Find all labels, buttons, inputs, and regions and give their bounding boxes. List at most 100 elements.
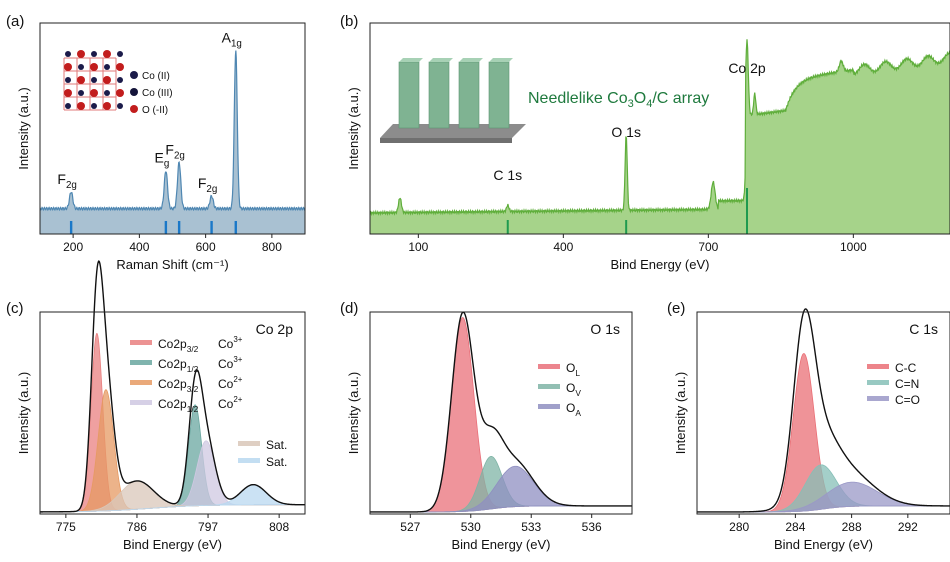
panel-a-x-tick-label-3: 800 bbox=[262, 240, 282, 254]
cobalt-atom bbox=[91, 103, 97, 109]
d-panel-title: O 1s bbox=[590, 321, 620, 337]
panel-label-e: (e) bbox=[667, 300, 685, 317]
array-caption: Needlelike Co3O4/C array bbox=[528, 90, 709, 110]
c-legend-label-0: Co2p3/2 bbox=[158, 337, 199, 354]
d-x-tick-label-0: 527 bbox=[400, 520, 420, 534]
c-legend-ion-sup-3: 2+ bbox=[233, 395, 242, 404]
c-legend-ion-sup-0: 3+ bbox=[233, 335, 242, 344]
raman-peak-label-0-base: F bbox=[57, 171, 66, 187]
c-legend-swatch-0 bbox=[130, 340, 152, 345]
raman-peak-label-1-base: E bbox=[154, 150, 163, 166]
c-legend-label-3: Co2p1/2 bbox=[158, 397, 199, 414]
panel-b-x-tick-label-1: 400 bbox=[553, 240, 573, 254]
raman-peak-label-4: A1g bbox=[222, 29, 242, 49]
e-x-tick-label-2: 288 bbox=[842, 520, 862, 534]
c-legend-label-1-sub: 1/2 bbox=[187, 364, 199, 374]
structure-legend-dot-2 bbox=[130, 105, 138, 113]
e-plot-frame bbox=[696, 311, 950, 515]
raman-peak-label-3: F2g bbox=[198, 175, 217, 195]
d-x-tick-label-2: 533 bbox=[521, 520, 541, 534]
panel-b-x-tick-label-2: 700 bbox=[698, 240, 718, 254]
nanoarray-inset bbox=[380, 58, 526, 143]
c-legend-label-5: Sat. bbox=[266, 455, 287, 469]
cobalt-atom bbox=[117, 51, 123, 57]
c-legend-ion-3: Co2+ bbox=[218, 395, 243, 411]
raman-peak-label-2-sub: 2g bbox=[174, 150, 185, 161]
c-legend-swatch-2 bbox=[130, 380, 152, 385]
cobalt-atom bbox=[65, 51, 71, 57]
panel-a-y-axis-label: Intensity (a.u.) bbox=[16, 87, 31, 169]
panel-b: (b) C 1s O 1s Co 2p 100 400 700 1000 Bind Energy… bbox=[340, 13, 950, 272]
structure-legend-dot-1 bbox=[130, 88, 138, 96]
oxygen-atom bbox=[103, 76, 111, 84]
c-legend-label-2-sub: 3/2 bbox=[187, 384, 199, 394]
c-legend-label-2-base: Co2p bbox=[158, 377, 187, 391]
cobalt-atom bbox=[104, 64, 110, 70]
c-legend-label-1-base: Co2p bbox=[158, 357, 187, 371]
c-panel-title: Co 2p bbox=[256, 321, 294, 337]
c-legend-label-1: Co2p1/2 bbox=[158, 357, 199, 374]
panel-label-d: (d) bbox=[340, 300, 358, 317]
oxygen-atom bbox=[90, 63, 98, 71]
c-legend-swatch-4 bbox=[238, 441, 260, 446]
raman-peak-label-1: Eg bbox=[154, 150, 169, 170]
c-legend-label-5-base: Sat. bbox=[266, 455, 287, 469]
d-legend-swatch-0 bbox=[538, 364, 560, 369]
c-x-tick-label-1: 786 bbox=[127, 520, 147, 534]
e-y-axis-label: Intensity (a.u.) bbox=[673, 372, 688, 454]
panel-e: (e) 280 284 288 292 Bind Energy (eV) Intensity… bbox=[667, 300, 950, 552]
d-y-axis-label: Intensity (a.u.) bbox=[346, 372, 361, 454]
panel-b-y-axis-label: Intensity (a.u.) bbox=[346, 87, 361, 169]
d-legend-label-1-sub: V bbox=[575, 388, 581, 398]
d-legend-label-2-base: O bbox=[566, 401, 575, 415]
e-legend-label-1-base: C=N bbox=[895, 377, 919, 391]
c-legend-label-3-sub: 1/2 bbox=[187, 404, 199, 414]
c-envelope-line bbox=[40, 260, 305, 513]
c-legend-label-0-sub: 3/2 bbox=[187, 344, 199, 354]
panel-a-x-tick-label-0: 200 bbox=[63, 240, 83, 254]
e-legend-label-2: C=O bbox=[895, 393, 920, 407]
oxygen-atom bbox=[103, 50, 111, 58]
oxygen-atom bbox=[77, 50, 85, 58]
raman-spectrum-line bbox=[39, 50, 306, 212]
needle-array-column-top-2 bbox=[459, 58, 483, 62]
d-x-axis-label: Bind Energy (eV) bbox=[452, 537, 551, 552]
oxygen-atom bbox=[64, 89, 72, 97]
panel-b-plot-frame bbox=[369, 22, 950, 235]
panel-d: (d) 527 530 533 536 Bind Energy (eV) Intensity… bbox=[340, 300, 633, 552]
c-legend-ion-sup-2: 2+ bbox=[233, 375, 242, 384]
survey-peak-label-2: Co 2p bbox=[728, 60, 766, 76]
c-legend-ion-sup-1: 3+ bbox=[233, 355, 242, 364]
d-legend-label-0-sub: L bbox=[575, 368, 580, 378]
d-plot-frame bbox=[369, 311, 633, 515]
panel-label-c: (c) bbox=[6, 300, 24, 317]
d-legend-label-0-base: O bbox=[566, 361, 575, 375]
c-legend-ion-base-0: Co bbox=[218, 337, 234, 351]
substrate-side bbox=[380, 138, 512, 143]
panel-a-x-axis-label: Raman Shift (cm⁻¹) bbox=[116, 257, 228, 272]
e-x-axis-label: Bind Energy (eV) bbox=[774, 537, 873, 552]
c-legend-ion-base-1: Co bbox=[218, 357, 234, 371]
survey-peak-label-1: O 1s bbox=[611, 124, 641, 140]
spinel-structure-inset bbox=[63, 50, 124, 111]
e-panel-title: C 1s bbox=[909, 321, 938, 337]
raman-peak-label-4-sub: 1g bbox=[231, 38, 242, 49]
needle-array-column-top-3 bbox=[489, 58, 513, 62]
oxygen-atom bbox=[64, 63, 72, 71]
oxygen-atom bbox=[77, 102, 85, 110]
e-envelope-line bbox=[697, 308, 950, 513]
c-y-axis-label: Intensity (a.u.) bbox=[16, 372, 31, 454]
structure-legend-label-1: Co (III) bbox=[142, 88, 173, 99]
oxygen-atom bbox=[116, 63, 124, 71]
e-x-tick-label-0: 280 bbox=[729, 520, 749, 534]
needle-array-column-3 bbox=[488, 61, 510, 129]
cobalt-atom bbox=[91, 51, 97, 57]
cobalt-atom bbox=[65, 77, 71, 83]
c-legend-label-0-base: Co2p bbox=[158, 337, 187, 351]
cobalt-atom bbox=[104, 90, 110, 96]
raman-peak-label-3-sub: 2g bbox=[206, 184, 217, 195]
c-legend-label-3-base: Co2p bbox=[158, 397, 187, 411]
d-legend-swatch-2 bbox=[538, 404, 560, 409]
